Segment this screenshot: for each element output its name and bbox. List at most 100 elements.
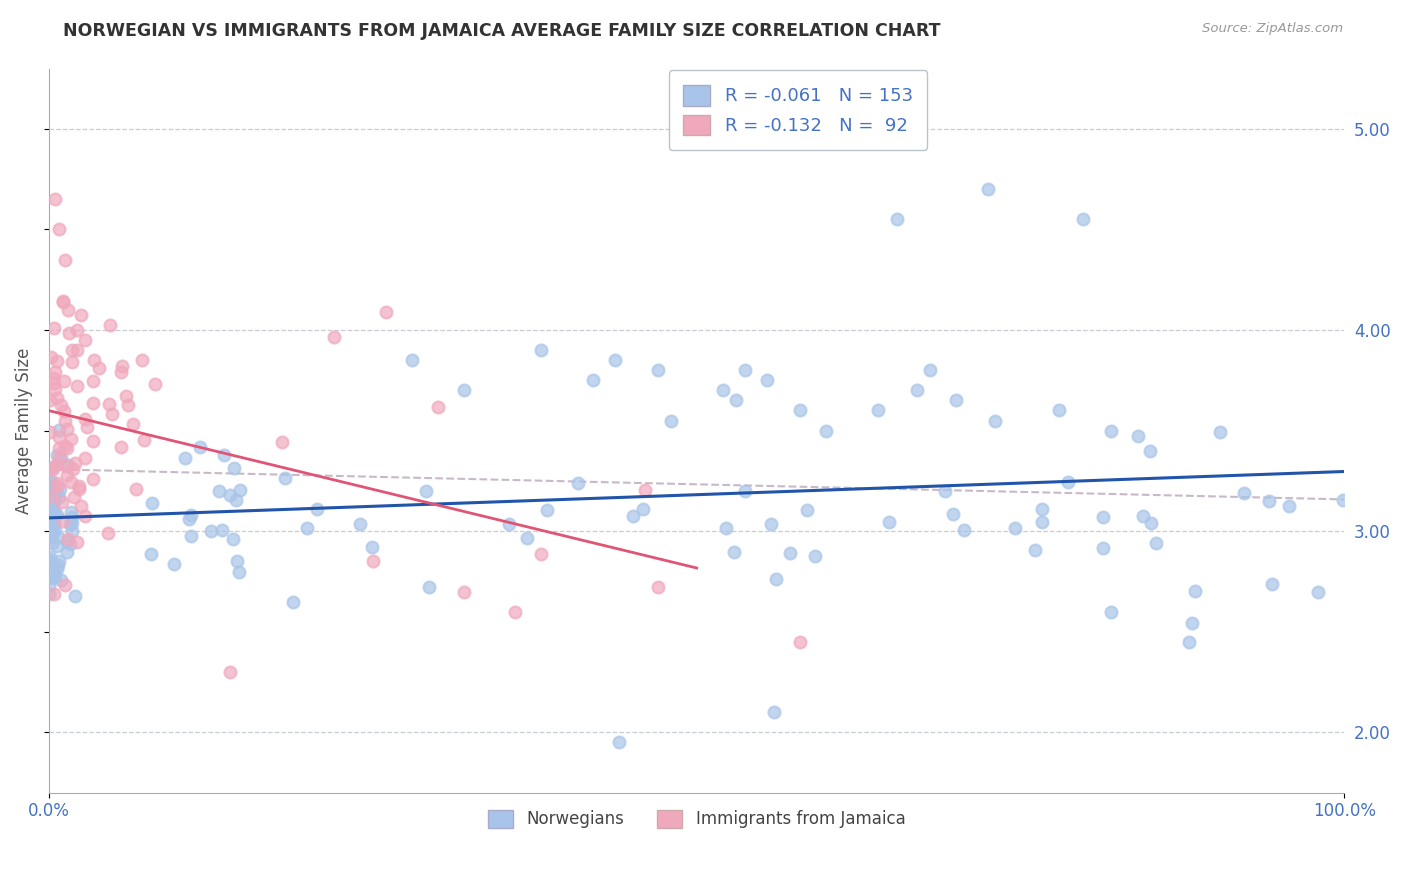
Point — [1004, 521, 1026, 535]
Point — [87, 361, 110, 376]
Point — [360, 540, 382, 554]
Point — [38, 522, 60, 536]
Point — [1024, 542, 1046, 557]
Point — [60, 355, 83, 369]
Point — [53, 414, 76, 428]
Point — [60, 475, 83, 489]
Point — [48, 450, 70, 464]
Point — [756, 373, 779, 387]
Point — [188, 440, 211, 454]
Point — [765, 572, 787, 586]
Point — [49, 482, 72, 496]
Point — [110, 365, 132, 379]
Point — [41, 370, 63, 384]
Point — [63, 590, 86, 604]
Point — [46, 479, 69, 493]
Point — [139, 547, 162, 561]
Point — [1257, 494, 1279, 508]
Point — [711, 384, 734, 398]
Point — [42, 586, 65, 600]
Point — [76, 420, 98, 434]
Point — [1181, 616, 1204, 631]
Point — [530, 547, 553, 561]
Point — [66, 379, 89, 393]
Point — [98, 397, 121, 411]
Point — [582, 373, 605, 387]
Point — [58, 458, 80, 472]
Point — [39, 393, 62, 408]
Point — [323, 330, 346, 344]
Point — [177, 512, 200, 526]
Point — [208, 483, 231, 498]
Point — [69, 499, 91, 513]
Point — [42, 516, 65, 531]
Point — [63, 491, 86, 505]
Point — [1261, 577, 1284, 591]
Point — [453, 584, 475, 599]
Point — [53, 439, 76, 453]
Point — [415, 484, 437, 499]
Point — [38, 509, 60, 524]
Point — [39, 480, 62, 494]
Point — [45, 448, 67, 462]
Point — [111, 359, 134, 374]
Point — [567, 476, 589, 491]
Point — [134, 434, 156, 448]
Point — [59, 537, 82, 551]
Point — [69, 309, 91, 323]
Point — [46, 530, 69, 544]
Point — [45, 562, 67, 576]
Point — [1132, 508, 1154, 523]
Point — [226, 554, 249, 568]
Point — [38, 479, 60, 493]
Point — [53, 374, 76, 388]
Point — [44, 493, 66, 508]
Point — [45, 486, 67, 500]
Point — [225, 492, 247, 507]
Point — [44, 569, 66, 583]
Point — [38, 502, 60, 516]
Point — [1091, 510, 1114, 524]
Point — [38, 570, 60, 584]
Point — [918, 363, 941, 377]
Point — [983, 413, 1005, 427]
Point — [1099, 424, 1122, 438]
Point — [945, 393, 967, 408]
Point — [42, 571, 65, 585]
Text: Source: ZipAtlas.com: Source: ZipAtlas.com — [1202, 22, 1343, 36]
Point — [163, 558, 186, 572]
Point — [44, 376, 66, 390]
Point — [647, 581, 669, 595]
Point — [53, 578, 76, 592]
Point — [60, 516, 83, 531]
Point — [1071, 212, 1094, 227]
Point — [815, 424, 838, 438]
Point — [886, 212, 908, 227]
Point — [174, 450, 197, 465]
Point — [180, 529, 202, 543]
Point — [48, 441, 70, 455]
Point — [39, 489, 62, 503]
Point — [180, 508, 202, 523]
Point — [117, 398, 139, 412]
Point — [349, 517, 371, 532]
Point — [977, 182, 1000, 196]
Point — [877, 515, 900, 529]
Point — [45, 508, 67, 523]
Point — [82, 434, 104, 449]
Point — [804, 549, 827, 563]
Point — [38, 508, 60, 523]
Point — [41, 516, 63, 530]
Point — [374, 304, 396, 318]
Point — [53, 252, 76, 267]
Text: NORWEGIAN VS IMMIGRANTS FROM JAMAICA AVERAGE FAMILY SIZE CORRELATION CHART: NORWEGIAN VS IMMIGRANTS FROM JAMAICA AVE… — [63, 22, 941, 40]
Point — [48, 553, 70, 567]
Point — [39, 553, 62, 567]
Point — [295, 521, 318, 535]
Point — [200, 524, 222, 539]
Point — [647, 363, 669, 377]
Point — [58, 516, 80, 531]
Point — [101, 408, 124, 422]
Point — [1057, 475, 1080, 490]
Point — [39, 474, 62, 488]
